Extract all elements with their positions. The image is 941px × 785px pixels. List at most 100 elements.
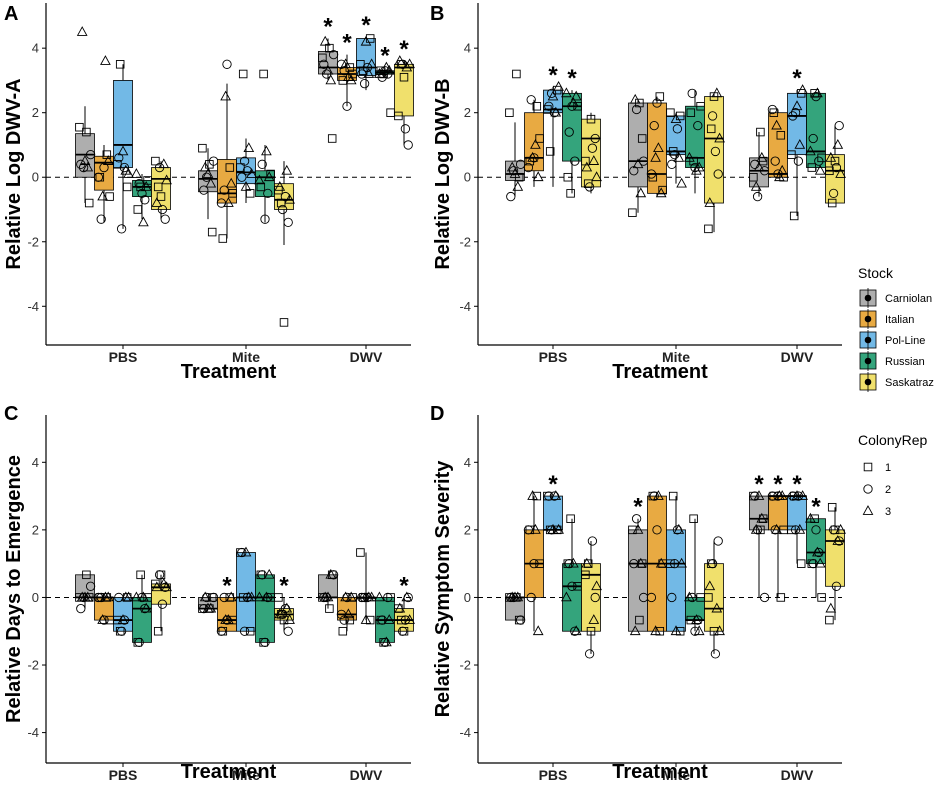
data-point (655, 557, 667, 568)
data-point (669, 149, 680, 160)
data-point (805, 145, 816, 156)
data-point (219, 185, 229, 195)
data-point (652, 98, 662, 108)
data-point (242, 166, 253, 176)
data-point (134, 637, 144, 648)
box-dwv-italian: * (767, 471, 788, 602)
data-point (283, 626, 293, 636)
y-tick-label: -4 (459, 299, 471, 314)
data-point (713, 536, 723, 546)
data-point (586, 626, 596, 636)
data-point (672, 124, 683, 134)
panel-letter: C (4, 403, 18, 425)
data-point (245, 626, 255, 636)
data-point (363, 591, 375, 602)
data-point (581, 557, 593, 568)
data-point (709, 626, 719, 636)
data-point (646, 592, 657, 603)
data-point (790, 525, 801, 535)
data-point (584, 649, 595, 659)
data-point (119, 162, 130, 173)
data-point (386, 593, 395, 602)
legend-swatch-dot (864, 378, 872, 386)
significance-star: * (399, 572, 409, 599)
data-point (756, 127, 765, 137)
data-point (788, 111, 798, 121)
y-tick-label: -4 (459, 725, 471, 740)
legend-label: Italian (885, 314, 914, 326)
data-point (825, 151, 837, 162)
legend-item-rep-1: 1 (863, 462, 891, 474)
significance-star: * (361, 12, 371, 39)
data-point (532, 101, 542, 111)
data-point (243, 591, 255, 602)
data-point (79, 155, 91, 165)
data-point (835, 523, 846, 534)
data-point (207, 227, 217, 237)
data-point (133, 205, 143, 214)
box-body (825, 529, 845, 587)
data-point (386, 108, 395, 117)
legend-item-italian: Italian (859, 309, 914, 329)
y-tick-label: 4 (464, 455, 471, 470)
data-point (100, 591, 111, 602)
data-point (93, 172, 104, 182)
box-dwv-saskatraz: * (394, 572, 415, 636)
x-tick-label: PBS (109, 349, 138, 365)
y-tick-label: -2 (459, 658, 471, 673)
data-point (274, 593, 283, 602)
data-point (117, 614, 129, 624)
data-point (263, 568, 275, 579)
data-point (325, 604, 334, 613)
x-tick-label: PBS (539, 767, 568, 780)
data-point (225, 163, 235, 172)
data-point (225, 591, 237, 602)
data-point (218, 234, 228, 243)
data-point (750, 159, 760, 169)
data-point (401, 591, 413, 602)
data-point (343, 608, 354, 619)
data-point (318, 53, 327, 63)
data-point (153, 182, 163, 192)
box-body (666, 529, 686, 632)
data-point (673, 523, 685, 534)
data-point (325, 568, 337, 579)
box-pbs-pol-line (113, 591, 134, 636)
data-point (319, 59, 329, 69)
data-point (566, 189, 575, 198)
data-point (707, 559, 718, 569)
data-point (277, 204, 288, 215)
box-dwv-pol-line: * (787, 65, 808, 221)
box-body (704, 96, 724, 204)
box-pbs-saskatraz (151, 570, 172, 636)
data-point (658, 185, 667, 195)
box-pbs-russian (131, 570, 152, 648)
data-point (535, 559, 544, 568)
legend-swatch-dot (864, 336, 872, 344)
box-mite-carniolan: * (628, 494, 649, 636)
data-point (339, 66, 349, 76)
legend-label: Saskatraz (885, 377, 934, 389)
data-point (710, 649, 721, 659)
data-point (797, 490, 808, 500)
y-tick-label: 4 (32, 455, 39, 470)
data-point (690, 626, 700, 636)
x-tick-label: DWV (350, 349, 383, 365)
data-point (343, 71, 354, 82)
x-axis-title: Treatment (612, 761, 708, 780)
data-point (588, 155, 600, 165)
data-point (220, 614, 231, 624)
box-body (704, 563, 724, 632)
data-point (686, 108, 696, 117)
data-point (655, 92, 665, 101)
data-point (131, 591, 142, 602)
data-point (670, 113, 682, 124)
data-point (690, 162, 700, 173)
data-point (123, 168, 134, 178)
significance-star: * (792, 471, 802, 498)
panel-letter: A (4, 3, 18, 25)
data-point (100, 55, 111, 65)
data-point (791, 490, 803, 500)
data-point (590, 133, 600, 144)
data-point (586, 114, 596, 124)
